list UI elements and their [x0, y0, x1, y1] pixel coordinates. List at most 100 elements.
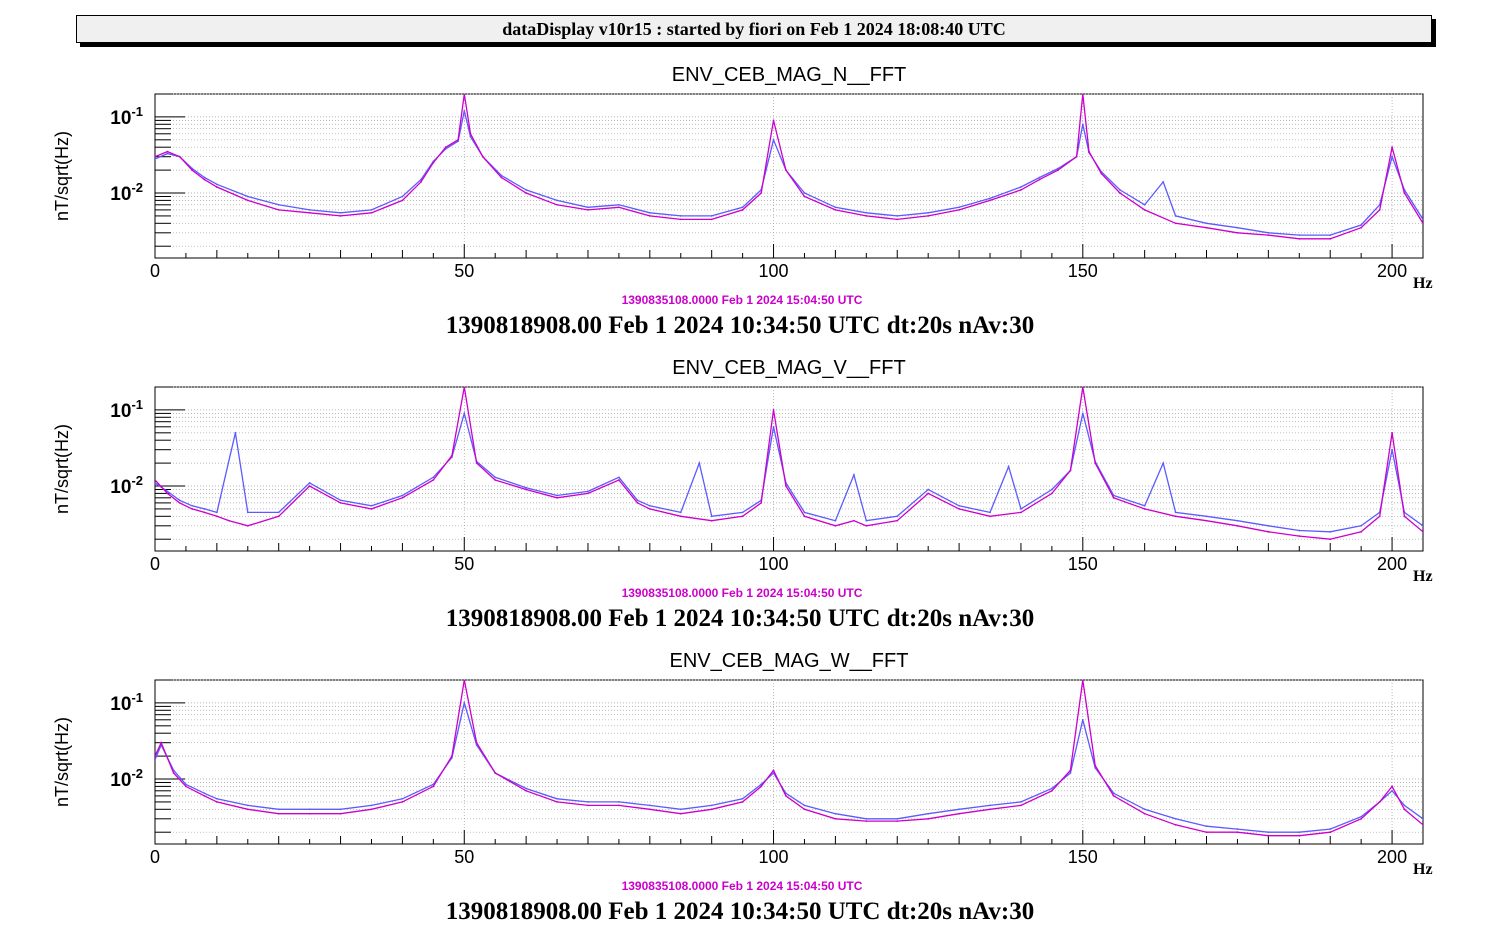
- data-point: [1143, 208, 1146, 211]
- data-point: [155, 479, 156, 481]
- data-point: [896, 817, 899, 820]
- data-point: [679, 511, 682, 514]
- data-point: [432, 785, 435, 788]
- data-point: [1020, 804, 1022, 807]
- data-point: [1112, 792, 1115, 795]
- data-point: [587, 490, 589, 493]
- data-point: [1143, 203, 1146, 206]
- data-point: [1298, 834, 1301, 837]
- data-point: [865, 215, 868, 217]
- data-point: [1020, 801, 1022, 803]
- chart-panel-1: ENV_CEB_MAG_N__FFT 0 50 100 150 200 Hz 10-1 10-2…: [52, 64, 1433, 339]
- data-point: [228, 519, 231, 522]
- data-point: [1081, 387, 1084, 388]
- data-point: [853, 473, 855, 476]
- data-point: [215, 183, 218, 186]
- data-point: [803, 195, 806, 198]
- data-point: [339, 812, 342, 815]
- data-point: [457, 138, 459, 141]
- data-point: [648, 508, 651, 510]
- data-point: [500, 176, 503, 179]
- data-point: [785, 169, 787, 172]
- data-point: [1422, 524, 1423, 527]
- data-point: [525, 789, 528, 792]
- data-point: [1236, 519, 1239, 522]
- data-point: [1162, 462, 1165, 465]
- chart-title: ENV_CEB_MAG_N__FFT: [672, 64, 907, 86]
- data-point: [1267, 234, 1270, 236]
- data-point: [1267, 530, 1270, 533]
- data-point: [1329, 831, 1332, 834]
- x-tick-label: 150: [1068, 554, 1098, 574]
- plot-frame: [154, 386, 1424, 552]
- data-point: [1050, 492, 1053, 495]
- data-point: [155, 758, 156, 761]
- data-point: [450, 755, 453, 758]
- data-point: [525, 787, 528, 790]
- data-point: [191, 508, 194, 510]
- data-point: [166, 492, 169, 495]
- data-point: [834, 524, 837, 527]
- data-point: [865, 817, 868, 820]
- data-point: [741, 206, 744, 209]
- data-point: [401, 496, 404, 499]
- data-point: [1174, 511, 1177, 514]
- data-point: [1143, 812, 1146, 815]
- data-point: [1360, 524, 1363, 527]
- data-point: [1069, 469, 1072, 472]
- data-point: [401, 494, 404, 497]
- chart-caption: 1390818908.00 Feb 1 2024 10:34:50 UTC dt…: [446, 898, 1034, 925]
- plot-frame: [154, 679, 1424, 845]
- data-point: [679, 215, 682, 217]
- data-point: [1174, 222, 1177, 225]
- data-point: [160, 741, 163, 744]
- data-point: [1081, 123, 1084, 126]
- reference-time-label: 1390835108.0000 Feb 1 2024 15:04:50 UTC: [622, 586, 863, 600]
- data-point: [277, 808, 280, 811]
- data-point: [370, 808, 373, 811]
- data-point: [927, 488, 930, 491]
- data-point: [339, 501, 342, 504]
- data-point: [1391, 431, 1393, 434]
- data-point: [178, 499, 181, 502]
- data-point: [1007, 465, 1010, 468]
- data-point: [463, 702, 466, 704]
- x-tick-label: 200: [1377, 261, 1407, 281]
- data-point: [587, 208, 589, 211]
- data-point: [1422, 222, 1423, 225]
- data-point: [958, 812, 960, 815]
- chart-panel-2: ENV_CEB_MAG_V__FFT 0 50 100 150 200 Hz 10-1 10-2…: [52, 357, 1433, 632]
- data-point: [308, 485, 311, 487]
- reference-time-label: 1390835108.0000 Feb 1 2024 15:04:50 UTC: [622, 293, 863, 307]
- data-point: [277, 208, 280, 211]
- data-point: [215, 801, 218, 803]
- data-point: [989, 804, 991, 807]
- data-point: [958, 208, 960, 211]
- data-point: [1360, 224, 1363, 226]
- data-point: [1360, 226, 1363, 229]
- data-point: [927, 812, 930, 815]
- data-point: [679, 515, 682, 518]
- x-axis-unit-label: Hz: [1413, 275, 1433, 292]
- y-axis-label: nT/sqrt(Hz): [52, 424, 72, 514]
- data-point: [450, 454, 453, 457]
- data-point: [203, 792, 206, 795]
- data-point: [1038, 176, 1041, 179]
- data-point: [1236, 828, 1239, 830]
- data-point: [1020, 188, 1022, 191]
- data-point: [203, 508, 206, 510]
- plot-frame: [154, 93, 1424, 259]
- data-point: [1112, 794, 1115, 797]
- data-point: [1298, 535, 1301, 537]
- data-point: [741, 208, 744, 211]
- data-point: [710, 804, 713, 807]
- data-point: [234, 431, 237, 434]
- data-point: [556, 203, 558, 206]
- data-point: [1205, 515, 1208, 518]
- data-point: [1298, 234, 1301, 236]
- x-tick-label: 50: [454, 554, 474, 574]
- data-point: [927, 817, 930, 820]
- x-tick-label: 100: [759, 554, 789, 574]
- y-tick-label: 10-1: [110, 397, 143, 422]
- data-point: [1422, 817, 1423, 820]
